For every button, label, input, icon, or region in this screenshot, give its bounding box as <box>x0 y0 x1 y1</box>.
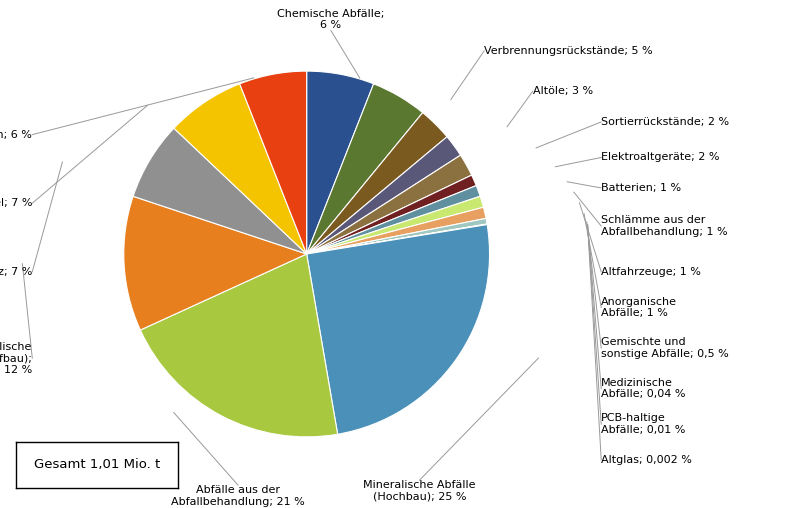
Text: Gemischte und
sonstige Abfälle; 0,5 %: Gemischte und sonstige Abfälle; 0,5 % <box>601 337 729 359</box>
Text: PCB-haltige
Abfälle; 0,01 %: PCB-haltige Abfälle; 0,01 % <box>601 414 686 435</box>
Wedge shape <box>307 218 487 254</box>
Text: Anorganische
Abfälle; 1 %: Anorganische Abfälle; 1 % <box>601 297 677 318</box>
Wedge shape <box>307 84 423 254</box>
Wedge shape <box>307 113 447 254</box>
Wedge shape <box>307 225 490 434</box>
Text: Altöle; 3 %: Altöle; 3 % <box>533 86 593 97</box>
Text: Schlämme von Industrieabwässern; 6 %: Schlämme von Industrieabwässern; 6 % <box>0 130 32 140</box>
Text: Chemische Abfälle;
6 %: Chemische Abfälle; 6 % <box>277 9 385 30</box>
Text: Verbrennungsrückstände; 5 %: Verbrennungsrückstände; 5 % <box>484 46 653 56</box>
Wedge shape <box>307 224 487 254</box>
Text: Batterien; 1 %: Batterien; 1 % <box>601 183 681 193</box>
Wedge shape <box>140 254 337 437</box>
Wedge shape <box>307 175 476 254</box>
Wedge shape <box>307 137 461 254</box>
Wedge shape <box>307 185 480 254</box>
Wedge shape <box>307 225 487 254</box>
Text: Medizinische
Abfälle; 0,04 %: Medizinische Abfälle; 0,04 % <box>601 378 686 399</box>
Text: Abfälle aus der
Abfallbehandlung; 21 %: Abfälle aus der Abfallbehandlung; 21 % <box>171 485 305 507</box>
Text: Altfahrzeuge; 1 %: Altfahrzeuge; 1 % <box>601 267 701 277</box>
Wedge shape <box>307 155 471 254</box>
Wedge shape <box>307 196 483 254</box>
Text: Schlämme aus der
Abfallbehandlung; 1 %: Schlämme aus der Abfallbehandlung; 1 % <box>601 215 728 237</box>
Wedge shape <box>240 71 307 254</box>
Text: Lösemittel; 7 %: Lösemittel; 7 % <box>0 198 32 208</box>
Wedge shape <box>123 196 307 330</box>
Wedge shape <box>307 71 374 254</box>
Text: Altholz; 7 %: Altholz; 7 % <box>0 267 32 277</box>
Wedge shape <box>307 225 487 254</box>
Wedge shape <box>307 207 486 254</box>
Text: Elektroaltgeräte; 2 %: Elektroaltgeräte; 2 % <box>601 152 720 163</box>
Text: Mineralische Abfälle
(Hochbau); 25 %: Mineralische Abfälle (Hochbau); 25 % <box>363 480 476 502</box>
Wedge shape <box>174 84 307 254</box>
Text: Sortierrückstände; 2 %: Sortierrückstände; 2 % <box>601 117 730 127</box>
Text: Altglas; 0,002 %: Altglas; 0,002 % <box>601 455 692 465</box>
Wedge shape <box>133 128 307 254</box>
Text: Mineralische
Abfälle (Tiefbau);
12 %: Mineralische Abfälle (Tiefbau); 12 % <box>0 341 32 375</box>
Text: Gesamt 1,01 Mio. t: Gesamt 1,01 Mio. t <box>34 458 160 471</box>
